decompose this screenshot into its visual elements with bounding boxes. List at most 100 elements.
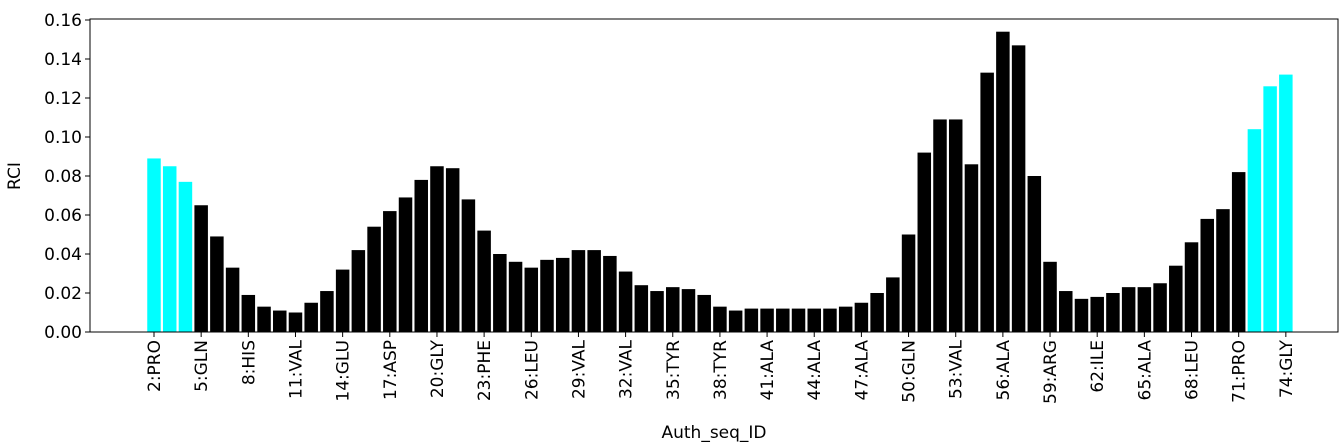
bar	[147, 158, 161, 332]
bar	[870, 293, 884, 332]
bar	[367, 226, 381, 332]
plot-frame	[89, 18, 1339, 333]
x-tick-label: 23:PHE	[475, 340, 495, 401]
bar	[901, 234, 916, 332]
bar	[335, 269, 350, 332]
bar	[807, 308, 821, 332]
y-tick-label: 0.06	[44, 206, 82, 226]
bar	[1106, 293, 1120, 332]
bar	[1184, 242, 1199, 332]
bar	[1043, 261, 1057, 332]
bar	[445, 168, 460, 332]
y-tick-label: 0.12	[44, 89, 82, 109]
x-tick-label: 65:ALA	[1135, 340, 1155, 401]
bar	[1169, 265, 1183, 332]
x-tick-label: 41:ALA	[758, 340, 778, 401]
bar	[162, 166, 177, 332]
bar	[1153, 283, 1167, 332]
bar	[964, 164, 979, 332]
bar	[587, 250, 601, 332]
bar	[980, 72, 994, 333]
bar	[241, 294, 256, 332]
y-tick-label: 0.08	[44, 167, 82, 187]
bar	[1027, 176, 1042, 332]
bar	[477, 230, 491, 332]
bar	[461, 199, 476, 332]
x-tick-label: 35:TYR	[664, 340, 684, 400]
bar	[666, 287, 680, 332]
bar	[225, 267, 240, 332]
x-tick-label: 8:HIS	[239, 340, 259, 385]
bar	[178, 181, 193, 332]
bar	[838, 306, 853, 332]
x-tick-label: 11:VAL	[286, 339, 306, 399]
bar	[493, 254, 507, 332]
bar	[713, 306, 727, 332]
x-tick-label: 50:GLN	[900, 340, 920, 403]
x-tick-label: 29:VAL	[569, 339, 589, 399]
bar	[257, 306, 271, 332]
x-axis-label: Auth_seq_ID	[661, 423, 766, 443]
bar	[273, 310, 287, 332]
x-tick-label: 44:ALA	[805, 340, 825, 401]
y-tick-label: 0.14	[44, 50, 82, 70]
bar	[1074, 298, 1089, 332]
x-tick-label: 20:GLY	[428, 339, 448, 398]
bar	[414, 179, 428, 332]
bar	[823, 308, 837, 332]
bar	[854, 302, 869, 332]
x-tick-label: 26:LEU	[522, 340, 542, 400]
bar	[383, 211, 397, 332]
bar	[996, 31, 1010, 332]
bar	[1011, 45, 1026, 332]
bar	[603, 255, 617, 332]
bar	[1059, 291, 1073, 332]
x-tick-label: 74:GLY	[1277, 339, 1297, 398]
bar	[728, 310, 743, 332]
x-tick-label: 38:TYR	[711, 340, 731, 400]
x-tick-label: 14:GLU	[334, 340, 354, 402]
bar	[540, 259, 554, 332]
bar	[933, 119, 947, 332]
y-tick-label: 0.10	[44, 128, 82, 148]
x-tick-label: 68:LEU	[1183, 340, 1203, 400]
bar	[744, 308, 759, 332]
bar	[508, 261, 523, 332]
bar	[886, 277, 900, 332]
bar	[776, 308, 790, 332]
bar	[681, 289, 696, 332]
bar	[650, 291, 664, 332]
bar	[634, 285, 649, 332]
bar	[524, 267, 539, 332]
bar	[571, 250, 586, 332]
bar	[430, 166, 444, 332]
bar	[1137, 287, 1152, 332]
x-tick-label: 56:ALA	[994, 340, 1014, 401]
x-tick-label: 62:ILE	[1088, 340, 1108, 393]
bar	[1121, 287, 1136, 332]
bar	[1200, 218, 1214, 332]
bar	[210, 236, 224, 332]
bar	[917, 152, 932, 332]
x-tick-label: 47:ALA	[852, 340, 872, 401]
bar	[791, 308, 806, 332]
x-tick-label: 5:GLN	[192, 340, 212, 392]
bar	[398, 197, 413, 332]
bar	[304, 302, 318, 332]
y-tick-label: 0.04	[44, 245, 82, 265]
y-tick-label: 0.16	[44, 11, 82, 31]
bar	[194, 205, 208, 332]
bar	[1090, 296, 1104, 332]
bar	[1247, 129, 1262, 332]
bar	[618, 271, 633, 332]
y-tick-label: 0.00	[44, 323, 82, 343]
bar	[948, 119, 963, 332]
x-tick-label: 71:PRO	[1230, 340, 1250, 403]
bar	[351, 250, 366, 332]
bar	[1263, 86, 1277, 332]
bar	[760, 308, 774, 332]
bar	[320, 291, 334, 332]
y-axis-label: RCI	[5, 162, 25, 190]
bar	[288, 312, 303, 332]
